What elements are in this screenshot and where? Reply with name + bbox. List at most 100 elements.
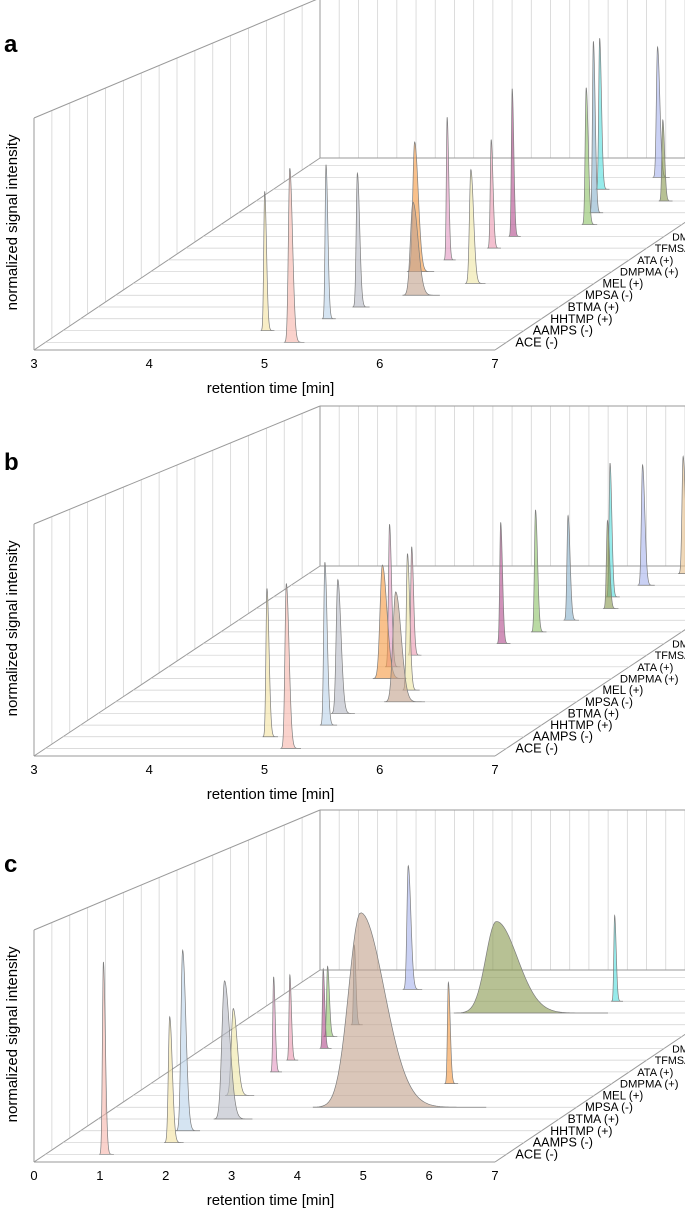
compound-label: HHTMP (+) [550, 312, 612, 326]
x-axis-label: retention time [min] [207, 1192, 335, 1209]
peak-dmsp [508, 88, 521, 237]
compound-label: ACE (-) [515, 334, 558, 349]
peak-dmbsa [595, 38, 610, 190]
peak-ata [270, 976, 282, 1073]
x-tick-label: 7 [491, 762, 498, 777]
x-tick-label: 0 [30, 1168, 37, 1183]
peak-hhtmp [321, 164, 336, 320]
compound-label: TFMSA (-) [655, 650, 685, 662]
x-tick-label: 5 [261, 762, 268, 777]
x-axis-label: retention time [min] [207, 380, 335, 397]
peak-sac [602, 519, 619, 609]
box-frame-line [494, 629, 685, 757]
peak-dpg [678, 455, 685, 574]
x-tick-label: 3 [30, 762, 37, 777]
compound-label: AAMPS (-) [533, 324, 593, 338]
peak-aamps [164, 1015, 184, 1143]
x-tick-label: 6 [426, 1168, 433, 1183]
compound-label: HHTMP (+) [550, 718, 612, 732]
compound-label: MPSA (-) [585, 288, 633, 302]
box-frame-line [33, 809, 321, 931]
compound-label: MEL (+) [602, 278, 643, 290]
peak-tfmsa [286, 973, 299, 1061]
compound-label: MPSA (-) [585, 1100, 633, 1114]
peak-mel [402, 553, 420, 691]
x-tick-label: 3 [30, 356, 37, 371]
x-tick-label: 7 [491, 356, 498, 371]
compound-label: AAMPS (-) [533, 1136, 593, 1150]
x-axis-label: retention time [min] [207, 786, 335, 803]
peak-aamps [262, 588, 278, 738]
compound-label: HHTMP (+) [550, 1124, 612, 1138]
panel-b: b ACE (-)AAMPS (-)HHTMP (+)BTMA (+)MPSA (… [4, 405, 685, 803]
compound-label: DMSP (-) [672, 231, 685, 243]
x-tick-label: 6 [376, 762, 383, 777]
peak-aamps [260, 191, 275, 331]
peak-ace [280, 583, 301, 749]
peak-ace [99, 961, 114, 1155]
panel-a: a ACE (-)AAMPS (-)HHTMP (+)BTMA (+)MPSA (… [4, 0, 685, 397]
peak-sac [453, 921, 609, 1014]
panel-letter: c [4, 851, 17, 878]
peak-cg [323, 965, 338, 1037]
peak-dmpma [444, 981, 459, 1085]
peak-dmsp [496, 522, 511, 644]
peak-ace [283, 168, 305, 343]
box-frame-line [33, 0, 317, 119]
peak-sac [658, 118, 673, 202]
compound-label: DMPMA (+) [620, 673, 679, 685]
peak-btma [213, 980, 253, 1120]
peak-mpsa [312, 912, 487, 1108]
compound-label: ACE (-) [515, 1146, 558, 1161]
peak-mel [464, 168, 486, 284]
x-tick-label: 7 [491, 1168, 498, 1183]
compound-label: DMSP (-) [672, 1043, 685, 1055]
peak-hhtmp [319, 562, 338, 726]
compound-label: ACE (-) [515, 740, 558, 755]
peak-dchss [637, 463, 655, 586]
peak-dchss [652, 45, 670, 178]
compound-label: MEL (+) [602, 685, 643, 697]
compound-label: ATA (+) [637, 255, 673, 267]
box-frame-line [33, 969, 321, 1163]
peak-cg [530, 509, 547, 633]
compound-label: BTMA (+) [568, 300, 619, 314]
peak-dmbsa [611, 914, 623, 1002]
peak-tsa [563, 514, 579, 621]
compound-label: AAMPS (-) [533, 730, 593, 744]
peak-mpsa [384, 591, 425, 703]
compound-label: MPSA (-) [585, 695, 633, 709]
y-axis-label: normalized signal intensity [4, 134, 21, 310]
compound-label: BTMA (+) [568, 706, 619, 720]
compound-label: TFMSA (-) [655, 1055, 685, 1067]
x-tick-label: 3 [228, 1168, 235, 1183]
peak-hhtmp [175, 948, 201, 1132]
peak-tsa [589, 41, 604, 214]
peak-btma [352, 171, 370, 308]
x-tick-label: 4 [146, 762, 153, 777]
x-tick-label: 5 [360, 1168, 367, 1183]
compound-label: ATA (+) [637, 1067, 673, 1079]
x-tick-label: 4 [146, 356, 153, 371]
compound-label: BTMA (+) [568, 1112, 619, 1126]
x-tick-label: 1 [96, 1168, 103, 1183]
peak-ata [443, 117, 456, 261]
peak-mpsa [402, 201, 440, 296]
compound-label: MEL (+) [602, 1090, 643, 1102]
box-frame-line [33, 405, 321, 525]
panel-letter: a [4, 31, 18, 58]
peak-tfmsa [487, 139, 501, 249]
y-axis-label: normalized signal intensity [4, 946, 21, 1122]
x-tick-label: 6 [376, 356, 383, 371]
peak-btma [330, 578, 355, 714]
panel-letter: b [4, 449, 19, 476]
peak-dmsp [319, 967, 332, 1049]
peak-dchss [402, 864, 423, 990]
x-tick-label: 2 [162, 1168, 169, 1183]
compound-label: DMPMA (+) [620, 1079, 679, 1091]
compound-label: DMPMA (+) [620, 267, 679, 279]
box-frame-line [494, 221, 685, 351]
panel-c: c ACE (-)AAMPS (-)HHTMP (+)BTMA (+)MPSA (… [4, 809, 685, 1209]
